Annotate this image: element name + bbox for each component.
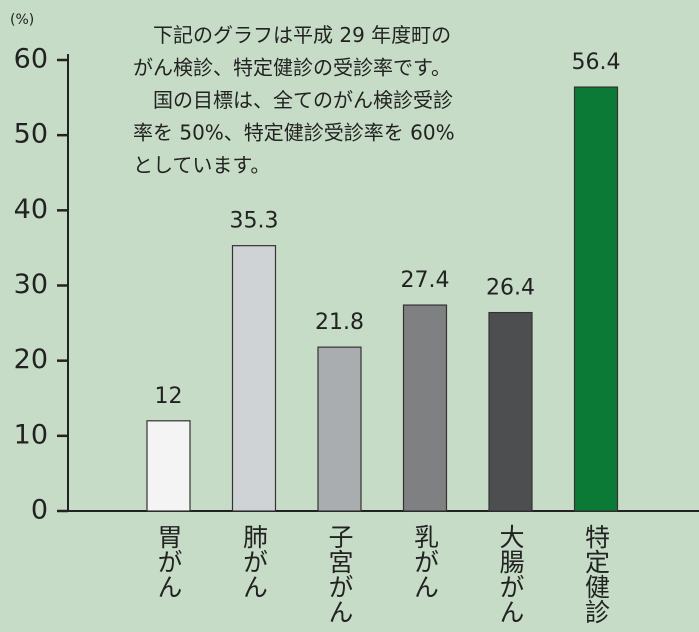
annotation-line: 下記のグラフは平成 29 年度町の	[133, 23, 451, 47]
value-label: 12	[155, 384, 183, 409]
y-unit: (%)	[10, 12, 34, 28]
bar	[231, 245, 277, 512]
x-tick-label: 肺がん	[240, 524, 269, 599]
x-tick-label: 子宮がん	[325, 524, 354, 624]
bar	[317, 346, 362, 512]
value-label: 21.8	[315, 310, 364, 335]
annotation-line: がん検診、特定健診の受診率です。	[133, 56, 451, 80]
annotation-line: 国の目標は、全てのがん検診受診	[133, 88, 453, 112]
value-label: 35.3	[230, 209, 279, 234]
y-tick-label: 40	[14, 194, 48, 225]
annotation-line: としています。	[133, 153, 270, 177]
x-tick-label: 特定健診	[582, 524, 611, 624]
y-tick-label: 20	[14, 344, 48, 375]
bar	[488, 311, 533, 512]
value-label: 56.4	[572, 50, 621, 75]
y-tick-label: 50	[14, 119, 48, 150]
bar	[402, 304, 448, 512]
x-tick-label: 乳がん	[411, 524, 440, 599]
bar	[146, 420, 191, 512]
annotation-line: 率を 50%、特定健診受診率を 60%	[133, 121, 455, 145]
y-tick-label: 10	[14, 419, 48, 450]
x-tick-label: 大腸がん	[496, 524, 525, 624]
bar	[573, 86, 619, 512]
value-label: 27.4	[401, 268, 450, 293]
y-tick-label: 0	[31, 495, 48, 526]
value-label: 26.4	[486, 276, 535, 301]
y-tick-label: 30	[14, 269, 48, 300]
y-tick-label: 60	[14, 44, 48, 75]
x-tick-label: 胃がん	[154, 524, 183, 599]
